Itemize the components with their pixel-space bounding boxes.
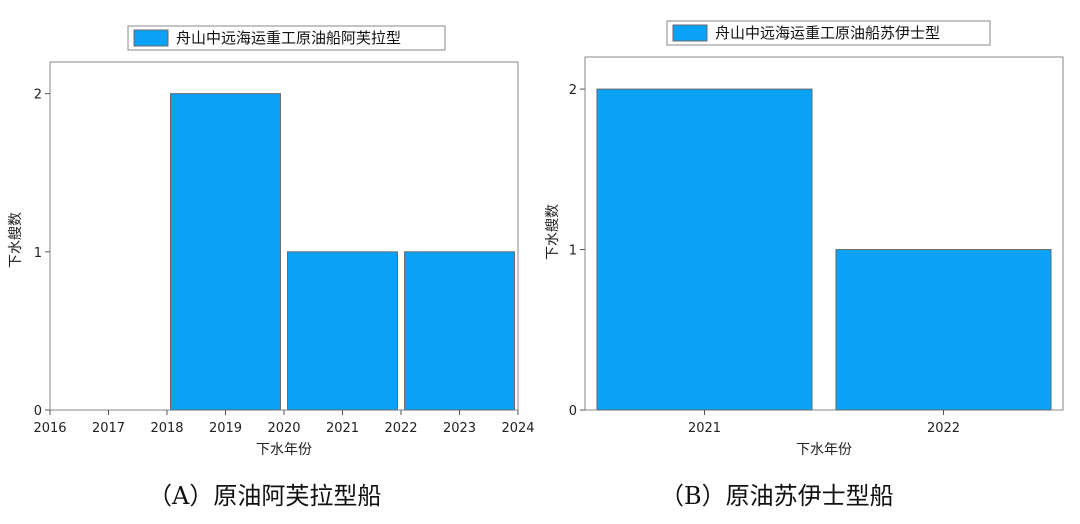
x-tick-label-a: 2021 <box>326 421 359 436</box>
caption-a: （A）原油阿芙拉型船 <box>148 482 382 510</box>
bar-a-2019 <box>170 93 281 411</box>
legend-box-a <box>127 25 446 51</box>
y-tick-label-a: 0 <box>34 404 42 419</box>
y-axis-label-a: 下水艘数 <box>8 212 24 268</box>
x-tick-label-b: 2021 <box>688 421 721 436</box>
y-tick-label-a: 1 <box>34 246 42 261</box>
x-tick-label-a: 2018 <box>150 421 183 436</box>
legend-label-b: 舟山中远海运重工原油船苏伊士型 <box>715 24 940 42</box>
x-axis-label-b: 下水年份 <box>796 442 852 458</box>
x-tick-label-a: 2024 <box>501 421 534 436</box>
charts-canvas: 2016 2017 2018 2019 2020 2021 2022 2023 2024 0 1 2 下… <box>8 20 1064 458</box>
bar-b-2021 <box>596 88 813 411</box>
legend-swatch-a <box>133 29 169 47</box>
x-tick-label-a: 2022 <box>384 421 417 436</box>
y-tick-label-a: 2 <box>34 88 42 103</box>
y-tick-label-b: 1 <box>569 244 577 259</box>
x-tick-label-b: 2022 <box>927 421 960 436</box>
y-axis-label-b: 下水艘数 <box>545 204 561 260</box>
x-tick-label-a: 2023 <box>443 421 476 436</box>
y-tick-label-b: 2 <box>569 83 577 98</box>
x-tick-label-a: 2020 <box>267 421 300 436</box>
bar-a-2021 <box>287 251 398 411</box>
x-tick-label-a: 2019 <box>209 421 242 436</box>
x-axis-label-a: 下水年份 <box>256 442 312 458</box>
plot-frame-b <box>584 56 1064 411</box>
x-tick-label-a: 2017 <box>92 421 125 436</box>
legend-box-b <box>666 20 991 46</box>
legend-swatch-b <box>672 24 708 42</box>
bar-a-2023 <box>404 251 515 411</box>
x-tick-label-a: 2016 <box>33 421 66 436</box>
caption-b: （B）原油苏伊士型船 <box>660 482 894 510</box>
bar-b-2022 <box>835 249 1052 411</box>
legend-label-a: 舟山中远海运重工原油船阿芙拉型 <box>176 29 401 47</box>
y-tick-label-b: 0 <box>569 404 577 419</box>
